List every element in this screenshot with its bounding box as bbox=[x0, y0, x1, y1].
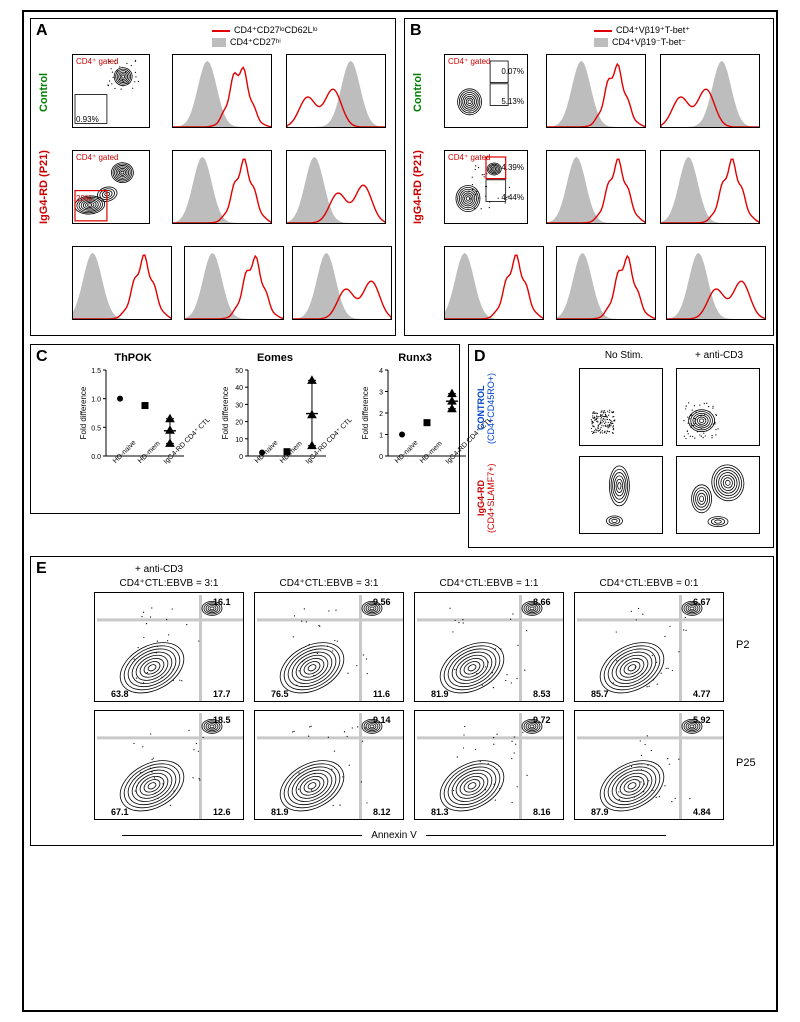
p1: 0.07% bbox=[501, 67, 524, 76]
panel-b-contour-disease: CD4⁺ gated T-bet Vβ(TRBV19) 4.39% 4.44% bbox=[444, 150, 528, 224]
pe-plot: 16.163.817.7DAPI bbox=[94, 592, 244, 702]
panel-a-legend: CD4⁺CD27ˡᵒCD62Lˡᵒ CD4⁺CD27ʰⁱ bbox=[212, 24, 317, 48]
panel-e-label: E bbox=[36, 560, 47, 578]
panel-a-row-disease: IgG4-RD (P21) bbox=[38, 142, 50, 232]
pe-plot: 18.567.112.6DAPI bbox=[94, 710, 244, 820]
panel-a-contour-control: CD4⁺ gated CD62L CD27 0.93% bbox=[72, 54, 150, 128]
pd-plot: CD107aGZMB bbox=[579, 456, 663, 534]
hist-a: T-bet bbox=[172, 54, 272, 128]
panel-c-plot: ThPOK0.00.51.01.5Fold differenceHD-naive… bbox=[78, 366, 188, 462]
panel-b-legend: CD4⁺Vβ19⁺T-bet⁺ CD4⁺Vβ19⁻T-bet⁻ bbox=[594, 24, 690, 48]
hist-a: CD28 bbox=[286, 54, 386, 128]
p2: 4.44% bbox=[501, 193, 524, 202]
svg-text:Fold difference: Fold difference bbox=[361, 386, 370, 439]
pe-plot: 8.6681.98.53 bbox=[414, 592, 564, 702]
svg-text:30: 30 bbox=[235, 402, 243, 409]
pe-row-label: P2 bbox=[736, 639, 749, 651]
pe-col: CD4⁺CTL:EBVB = 1:1 bbox=[414, 578, 564, 589]
hist-b: T-bet bbox=[546, 54, 646, 128]
svg-text:2: 2 bbox=[379, 411, 383, 418]
legend-a-fill: CD4⁺CD27ʰⁱ bbox=[230, 37, 281, 47]
percent: 0.93% bbox=[76, 115, 99, 124]
hist-a: CD11b bbox=[184, 246, 284, 320]
hist-a: Perforin bbox=[292, 246, 392, 320]
svg-text:0: 0 bbox=[239, 454, 243, 461]
p1: 4.39% bbox=[501, 163, 524, 172]
panel-a-row-control: Control bbox=[38, 57, 50, 127]
p2: 5.13% bbox=[501, 97, 524, 106]
panel-b-label: B bbox=[410, 22, 422, 40]
gate-text: CD4⁺ gated bbox=[76, 57, 118, 66]
pe-col: CD4⁺CTL:EBVB = 0:1 bbox=[574, 578, 724, 589]
hist-a: SLAMF7 bbox=[72, 246, 172, 320]
pe-plot: 6.6785.74.77 bbox=[574, 592, 724, 702]
svg-text:0.5: 0.5 bbox=[91, 425, 101, 432]
figure-frame: A B C D E CD4⁺CD27ˡᵒCD62Lˡᵒ CD4⁺CD27ʰⁱ C… bbox=[22, 10, 778, 1012]
pd-col0: No Stim. bbox=[584, 350, 664, 361]
hist-b: CD11b bbox=[556, 246, 656, 320]
hist-b: 2B4 bbox=[546, 150, 646, 224]
panel-d-label: D bbox=[474, 348, 486, 366]
hist-b: SLAMF7 bbox=[444, 246, 544, 320]
pd-plot: CD107aGZMB bbox=[579, 368, 663, 446]
pe-top: + anti-CD3 bbox=[84, 564, 234, 575]
hist-b: Perforin bbox=[666, 246, 766, 320]
panel-c-plot: Runx301234Fold differenceHD-naiveHD-memI… bbox=[360, 366, 470, 462]
svg-text:20: 20 bbox=[235, 420, 243, 427]
hist-a: Granzyme B bbox=[286, 150, 386, 224]
svg-text:0: 0 bbox=[379, 454, 383, 461]
panel-b-row-control: Control bbox=[412, 57, 424, 127]
pd-row-control: CONTROL(CD4+CD45RO+) bbox=[476, 368, 496, 448]
pe-plot: 9.7281.38.16 bbox=[414, 710, 564, 820]
panel-a-contour-disease: CD4⁺ gated CD62L CD27 29% bbox=[72, 150, 150, 224]
hist-b: Granzyme B bbox=[660, 150, 760, 224]
svg-text:50: 50 bbox=[235, 368, 243, 375]
percent: 29% bbox=[76, 194, 92, 203]
svg-text:1.0: 1.0 bbox=[91, 397, 101, 404]
gate-text: CD4⁺ gated bbox=[448, 153, 490, 162]
gate-text: CD4⁺ gated bbox=[76, 153, 118, 162]
pe-row-label: P25 bbox=[736, 757, 756, 769]
pe-col: CD4⁺CTL:EBVB = 3:1 bbox=[254, 578, 404, 589]
pd-col1: + anti-CD3 bbox=[674, 350, 764, 361]
panel-a-label: A bbox=[36, 22, 48, 40]
svg-text:10: 10 bbox=[235, 437, 243, 444]
panel-b-row-disease: IgG4-RD (P21) bbox=[412, 142, 424, 232]
svg-text:Fold difference: Fold difference bbox=[221, 386, 230, 439]
hist-a: 2B4 bbox=[172, 150, 272, 224]
legend-b-fill: CD4⁺Vβ19⁻T-bet⁻ bbox=[612, 37, 686, 47]
pd-plot: CD107aGZMB bbox=[676, 368, 760, 446]
legend-a-line: CD4⁺CD27ˡᵒCD62Lˡᵒ bbox=[234, 25, 317, 35]
svg-text:4: 4 bbox=[379, 368, 383, 375]
pd-row-disease: IgG4-RD(CD4+SLAMF7+) bbox=[476, 456, 496, 540]
svg-text:3: 3 bbox=[379, 390, 383, 397]
svg-text:0.0: 0.0 bbox=[91, 454, 101, 461]
legend-b-line: CD4⁺Vβ19⁺T-bet⁺ bbox=[616, 25, 690, 35]
svg-text:1: 1 bbox=[379, 433, 383, 440]
pe-xlabel-global: Annexin V bbox=[84, 830, 704, 841]
pe-plot: 9.5676.511.6 bbox=[254, 592, 404, 702]
panel-c-plot: Eomes01020304050Fold differenceHD-naiveH… bbox=[220, 366, 330, 462]
svg-text:1.5: 1.5 bbox=[91, 368, 101, 375]
svg-text:Fold difference: Fold difference bbox=[79, 386, 88, 439]
panel-b-contour-control: CD4⁺ gated T-bet Vβ(TRBV19) 0.07% 5.13% bbox=[444, 54, 528, 128]
pe-plot: 9.1481.98.12 bbox=[254, 710, 404, 820]
pe-col: CD4⁺CTL:EBVB = 3:1 bbox=[94, 578, 244, 589]
pd-plot: CD107aGZMB bbox=[676, 456, 760, 534]
gate-text: CD4⁺ gated bbox=[448, 57, 490, 66]
panel-c-label: C bbox=[36, 348, 48, 366]
pe-plot: 5.9287.94.84 bbox=[574, 710, 724, 820]
svg-text:40: 40 bbox=[235, 385, 243, 392]
hist-b: CD28 bbox=[660, 54, 760, 128]
